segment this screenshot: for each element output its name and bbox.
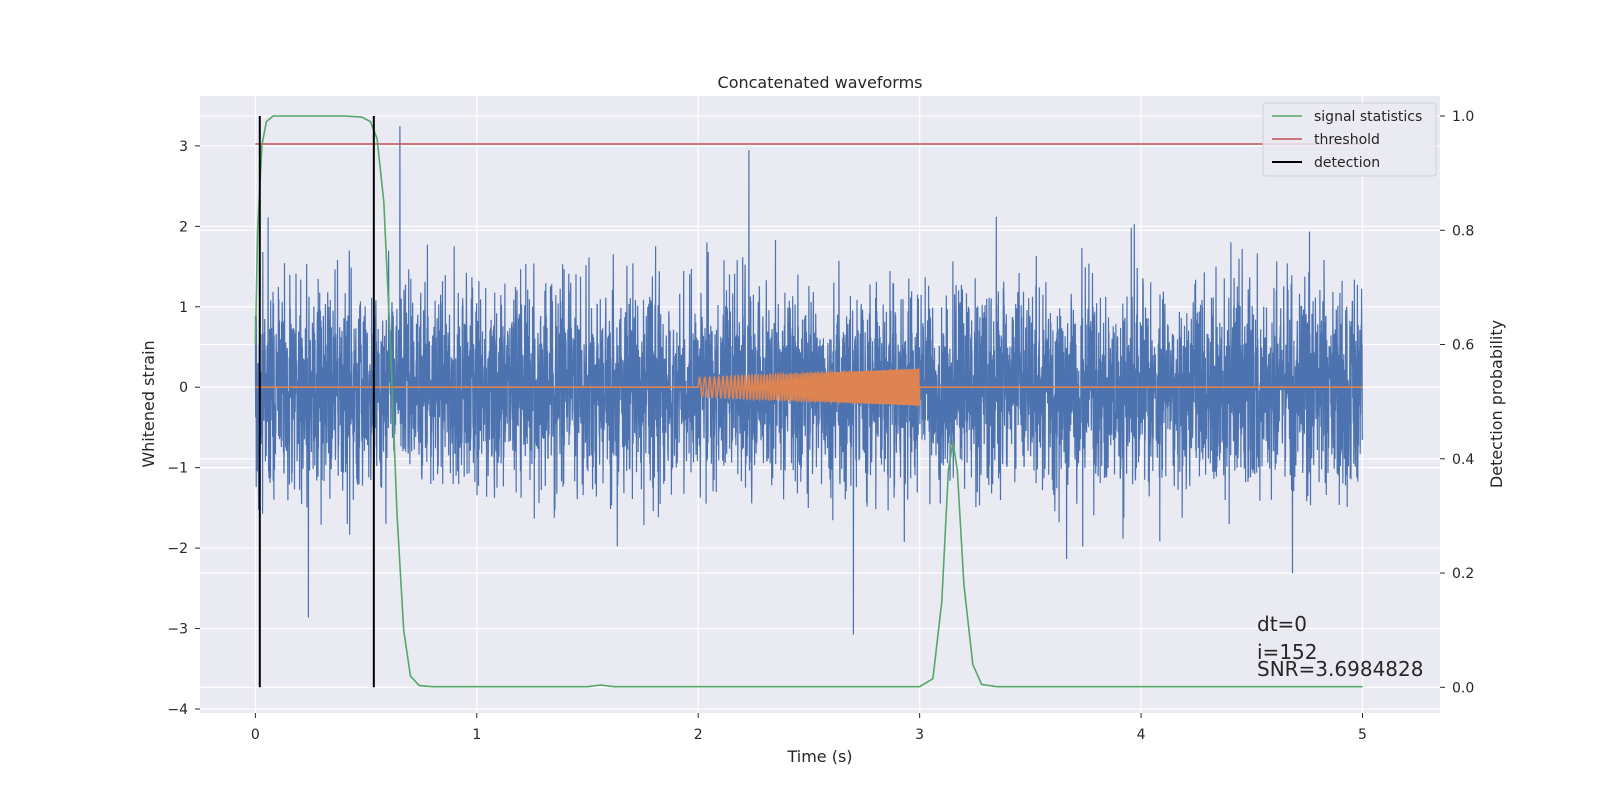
- annotations: dt=0 i=152 SNR=3.6984828: [1257, 612, 1423, 681]
- x-tick-label: 5: [1358, 727, 1367, 743]
- y2-axis-label: Detection probability: [1487, 320, 1506, 488]
- y-tick-label: −1: [167, 461, 188, 477]
- x-tick-label: 0: [251, 727, 260, 743]
- legend-box: [1262, 102, 1437, 177]
- annotation-dt: dt=0: [1257, 612, 1307, 636]
- x-axis-label: Time (s): [786, 747, 852, 766]
- y-tick-label: 0: [179, 380, 188, 396]
- x-tick-label: 1: [472, 727, 481, 743]
- x-tick-label: 2: [694, 727, 703, 743]
- y-tick-label: −4: [167, 702, 188, 718]
- annotation-index: i=152: [1257, 640, 1318, 664]
- legend-label-signal-statistics: signal statistics: [1314, 109, 1422, 125]
- strain-trace: [254, 126, 1364, 635]
- signal-statistics-line: [254, 115, 1363, 688]
- plot-area: [254, 115, 1364, 688]
- y2-tick-label: 0.2: [1452, 566, 1474, 582]
- y2-tick-label: 0.0: [1452, 680, 1474, 696]
- series-layer: [254, 115, 1364, 688]
- legend-label-threshold: threshold: [1314, 132, 1380, 148]
- y-tick-label: −3: [167, 622, 188, 638]
- y2-tick-label: 0.8: [1452, 223, 1474, 239]
- y-tick-label: 3: [179, 139, 188, 155]
- legend: signal statistics threshold detection: [1262, 102, 1437, 177]
- y-tick-label: −2: [167, 541, 188, 557]
- chart-title: Concatenated waveforms: [718, 73, 923, 92]
- y-tick-label: 1: [179, 300, 188, 316]
- annotation-snr: SNR=3.6984828: [1257, 657, 1423, 681]
- y2-tick-label: 1.0: [1452, 109, 1474, 125]
- y2-tick-label: 0.6: [1452, 338, 1474, 354]
- legend-label-detection: detection: [1314, 155, 1380, 171]
- y-axis-label: Whitened strain: [139, 340, 158, 467]
- ticks: 0 1 2 3 4 5 −4 −3 −2 −1 0 1 2 3 0.0 0.2 0.4 0.6 0.8 1.0: [167, 109, 1474, 743]
- x-tick-label: 4: [1137, 727, 1146, 743]
- injection-trace: [255, 366, 1363, 408]
- y2-tick-label: 0.4: [1452, 452, 1474, 468]
- x-tick-label: 3: [915, 727, 924, 743]
- y-tick-label: 2: [179, 219, 188, 235]
